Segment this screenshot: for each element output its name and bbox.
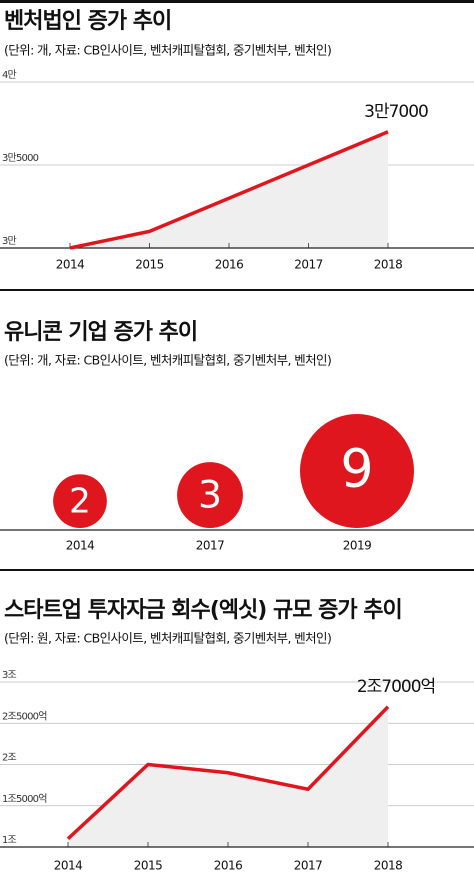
y-tick-label: 1조5000억 xyxy=(2,793,47,805)
x-tick-label: 2018 xyxy=(374,258,403,272)
line xyxy=(69,130,389,250)
value-label: 2조7000억 xyxy=(357,677,435,697)
chart-title: 스타트업 투자자금 회수(엑싯) 규모 증가 추이 xyxy=(4,598,402,623)
y-tick-label: 3만5000 xyxy=(2,152,39,164)
x-tick-label: 2014 xyxy=(54,859,83,873)
x-tick-label: 2017 xyxy=(196,539,225,553)
x-tick-label: 2014 xyxy=(66,539,95,553)
area xyxy=(68,706,388,847)
value-label: 3만7000 xyxy=(364,102,428,122)
chart-title: 벤처법인 증가 추이 xyxy=(4,9,171,34)
bubble xyxy=(53,474,107,528)
y-tick-label: 3조 xyxy=(2,670,17,681)
chart-title: 유니콘 기업 증가 추이 xyxy=(4,320,197,345)
y-tick-label: 2조5000억 xyxy=(2,710,47,722)
chart-subtitle: (단위: 개, 자료: CB인사이트, 벤처캐피탈협회, 중기벤처부, 벤처인) xyxy=(4,353,331,368)
y-tick-label: 3만 xyxy=(2,235,17,247)
x-tick-label: 2014 xyxy=(56,258,85,272)
x-tick-label: 2016 xyxy=(215,258,244,272)
x-tick-label: 2019 xyxy=(343,539,372,553)
y-tick-label: 1조 xyxy=(2,835,17,846)
bubble xyxy=(177,462,243,528)
x-tick-label: 2015 xyxy=(134,859,163,873)
x-tick-label: 2018 xyxy=(374,859,403,873)
x-tick-label: 2015 xyxy=(135,258,164,272)
y-tick-label: 2조 xyxy=(2,753,17,764)
x-tick-label: 2017 xyxy=(294,258,323,272)
bubble-label: 3 xyxy=(198,473,222,517)
x-tick-label: 2017 xyxy=(294,859,323,873)
bubble-label: 2 xyxy=(69,482,91,522)
y-tick-label: 4만 xyxy=(2,69,17,81)
x-tick-label: 2016 xyxy=(214,859,243,873)
area xyxy=(70,131,388,248)
line xyxy=(66,705,390,841)
chart-subtitle: (단위: 개, 자료: CB인사이트, 벤처캐피탈협회, 중기벤처부, 벤처인) xyxy=(4,43,331,58)
bubble xyxy=(300,414,414,528)
bubble-label: 9 xyxy=(340,440,373,500)
chart-subtitle: (단위: 원, 자료: CB인사이트, 벤처캐피탈협회, 중기벤처부, 벤처인) xyxy=(4,631,331,646)
